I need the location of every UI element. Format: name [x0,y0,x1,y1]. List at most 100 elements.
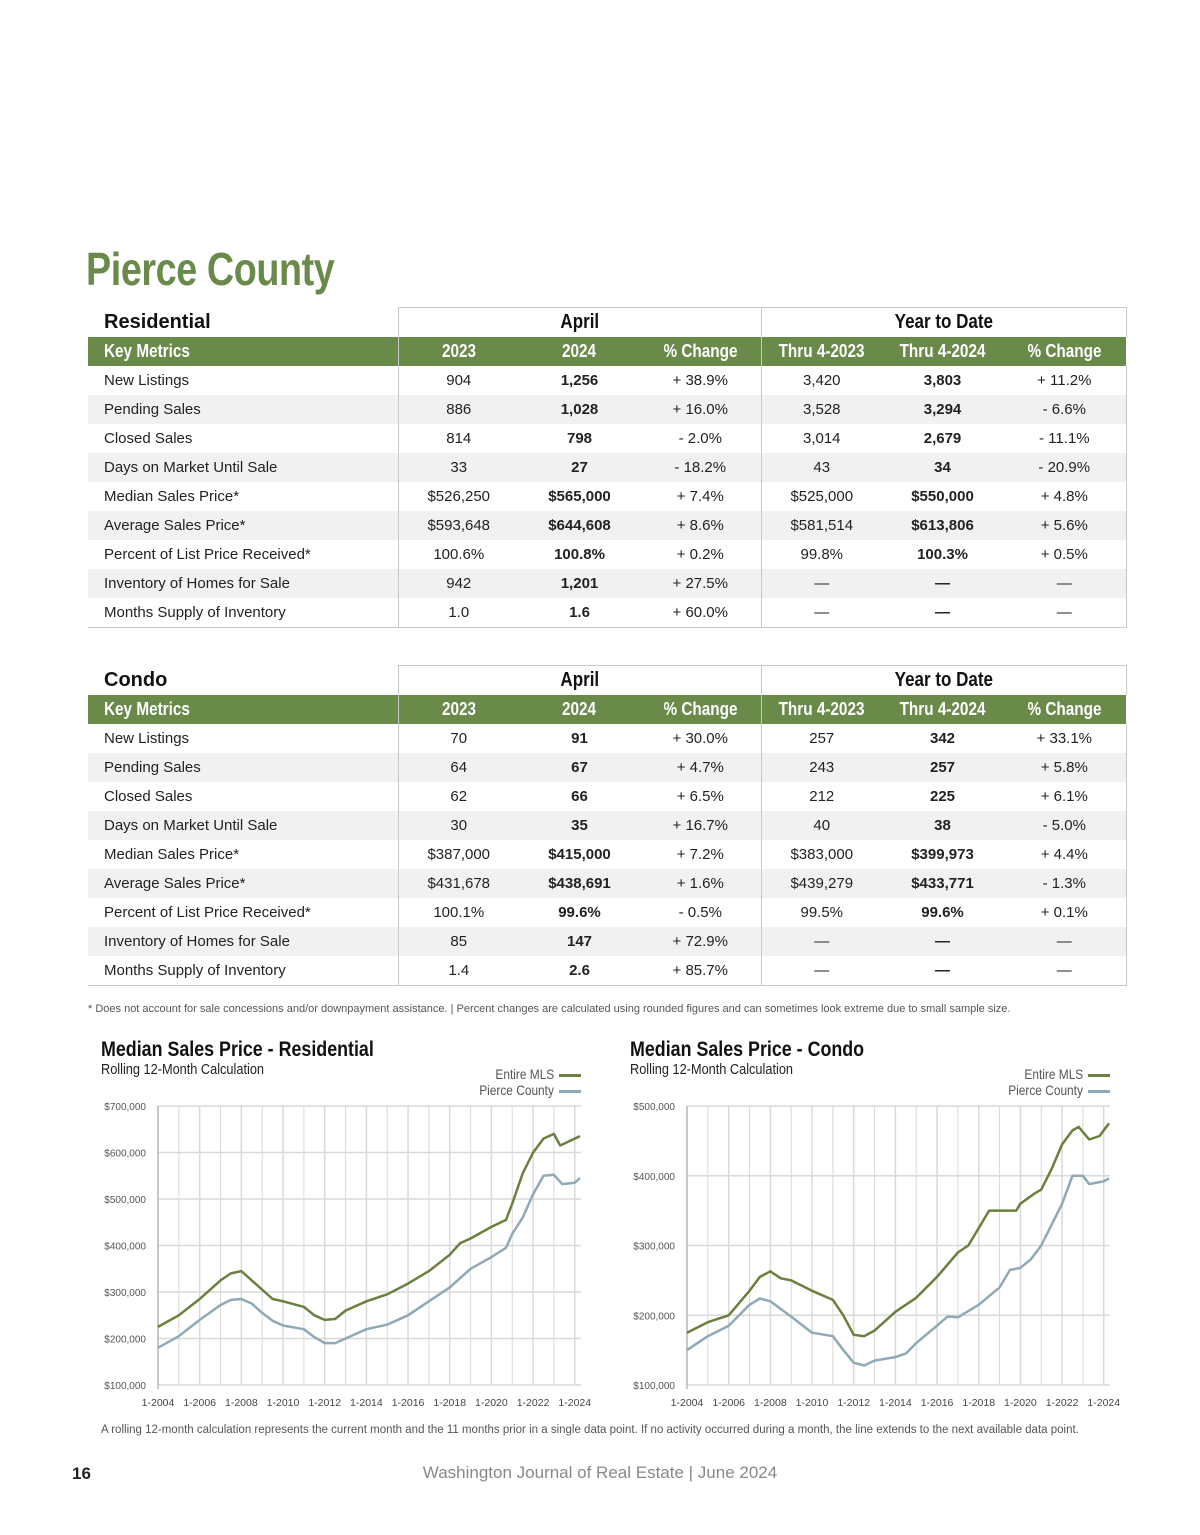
condo-chart: Median Sales Price - Condo Rolling 12-Mo… [630,1038,1150,1418]
residential-table: Residential April Year to Date Key Metrics 2… [88,307,1127,628]
metric-value: $565,000 [548,488,611,505]
table-row: Closed Sales 62 66 + 6.5% 212 225 + 6.1% [88,782,1127,811]
table-row: Inventory of Homes for Sale 85 147 + 72.9% —… [88,927,1127,956]
metric-value: - 2.0% [678,430,722,447]
chart-footnote: A rolling 12-month calculation represent… [101,1424,1079,1436]
metric-value: $525,000 [760,482,883,511]
column-header: % Change [663,699,738,719]
metric-value: - 0.5% [678,904,722,921]
metric-value: 257 [760,724,883,753]
metric-value: 212 [760,782,883,811]
table-footnote: * Does not account for sale concessions … [88,1003,1011,1015]
metric-value: 3,528 [760,395,883,424]
metric-value: — [760,927,883,956]
series-line-pierce-county [157,1173,581,1349]
table-row: Average Sales Price* $431,678 $438,691 + 1.… [88,869,1127,898]
y-tick-label: $600,000 [104,1149,146,1160]
table-row: Percent of List Price Received* 100.6% 100… [88,540,1127,569]
metric-value: — [882,956,1004,986]
chart-plot: $500,000 $400,000 $300,000 $200,000 $100,000… [633,1102,1120,1409]
metric-value: + 72.9% [640,927,762,956]
metric-value: 1.0 [397,598,519,628]
y-tick-label: $500,000 [104,1195,146,1206]
metric-value: - 20.9% [1003,453,1127,482]
metric-value: 100.8% [554,546,605,563]
metric-value: + 0.5% [1003,540,1127,569]
metric-value: 62 [397,782,519,811]
table-row: Median Sales Price* $387,000 $415,000 + 7.2… [88,840,1127,869]
metric-value: $581,514 [760,511,883,540]
metric-value: + 1.6% [640,869,762,898]
metric-value: - 11.1% [1003,424,1127,453]
table-row: Months Supply of Inventory 1.0 1.6 + 60.0% —… [88,598,1127,628]
metric-value: + 38.9% [672,372,728,389]
legend-mls-swatch [559,1074,581,1077]
legend-mls-label: Entire MLS [495,1066,554,1082]
metric-value: + 0.2% [676,546,724,563]
metric-value: 3,803 [923,372,962,389]
residential-chart: Median Sales Price - Residential Rolling… [101,1038,621,1418]
metric-value: 1,201 [519,569,640,598]
metric-value: $613,806 [882,511,1004,540]
metric-value: — [1003,569,1127,598]
metric-value: 43 [760,453,883,482]
metric-label: Closed Sales [104,788,193,805]
table-section-title: Residential [104,310,211,333]
metric-value: 66 [571,788,588,805]
table-row: Inventory of Homes for Sale 942 1,201 + 27.… [88,569,1127,598]
page-title: Pierce County [86,243,335,295]
metric-value: — [882,598,1004,628]
metric-value: $644,608 [519,511,640,540]
metric-value: $438,691 [519,869,640,898]
column-header: 2024 [562,341,597,361]
metric-value: — [1003,956,1127,986]
y-tick-label: $700,000 [104,1102,146,1113]
series-line-pierce-county [686,1174,1110,1367]
metric-value: 99.6% [921,904,964,921]
metric-label: Pending Sales [88,395,398,424]
metric-value: $399,973 [911,846,974,863]
x-tick-label: 1-2018 [962,1397,995,1409]
metric-value: 35 [519,811,640,840]
x-tick-label: 1-2020 [475,1397,508,1409]
y-tick-label: $500,000 [633,1102,675,1113]
chart-title: Median Sales Price - Condo [630,1038,865,1061]
metric-value: — [760,956,883,986]
column-header: 2024 [562,699,597,719]
x-tick-label: 1-2022 [1046,1397,1079,1409]
table-row: Average Sales Price* $593,648 $644,608 + 8.… [88,511,1127,540]
x-tick-label: 1-2010 [267,1397,300,1409]
metric-label: Percent of List Price Received* [104,546,311,563]
y-tick-label: $200,000 [104,1335,146,1346]
metric-value: + 6.1% [1003,782,1127,811]
x-tick-label: 1-2008 [225,1397,258,1409]
metric-value: — [760,598,883,628]
legend-mls-label: Entire MLS [1024,1066,1083,1082]
metric-value: - 1.3% [1003,869,1127,898]
table-row: Pending Sales 64 67 + 4.7% 243 257 + 5.8% [88,753,1127,782]
table-row: Median Sales Price* $526,250 $565,000 + 7.4… [88,482,1127,511]
chart-subtitle: Rolling 12-Month Calculation [101,1061,265,1078]
metric-value: 33 [397,453,519,482]
metric-value: 3,294 [882,395,1004,424]
metric-value: 100.1% [397,898,519,927]
metric-value: 85 [397,927,519,956]
x-tick-label: 1-2006 [712,1397,745,1409]
metric-value: 40 [760,811,883,840]
metric-value: $439,279 [760,869,883,898]
y-tick-label: $200,000 [633,1311,675,1322]
column-header: % Change [1027,341,1102,361]
column-header: % Change [1027,699,1102,719]
metric-value: + 4.8% [1003,482,1127,511]
metric-label: Average Sales Price* [88,511,398,540]
table-row: New Listings 904 1,256 + 38.9% 3,420 3,803 + 1… [88,366,1127,395]
ytd-header: Year to Date [894,669,993,691]
column-header: Thru 4-2024 [899,699,986,719]
metric-label: Months Supply of Inventory [88,598,398,628]
x-tick-label: 1-2022 [517,1397,550,1409]
metric-value: - 5.0% [1003,811,1127,840]
metric-value: 1.6 [519,598,640,628]
metric-value: 99.5% [760,898,883,927]
metric-value: 2,679 [923,430,962,447]
metric-value: 942 [397,569,519,598]
